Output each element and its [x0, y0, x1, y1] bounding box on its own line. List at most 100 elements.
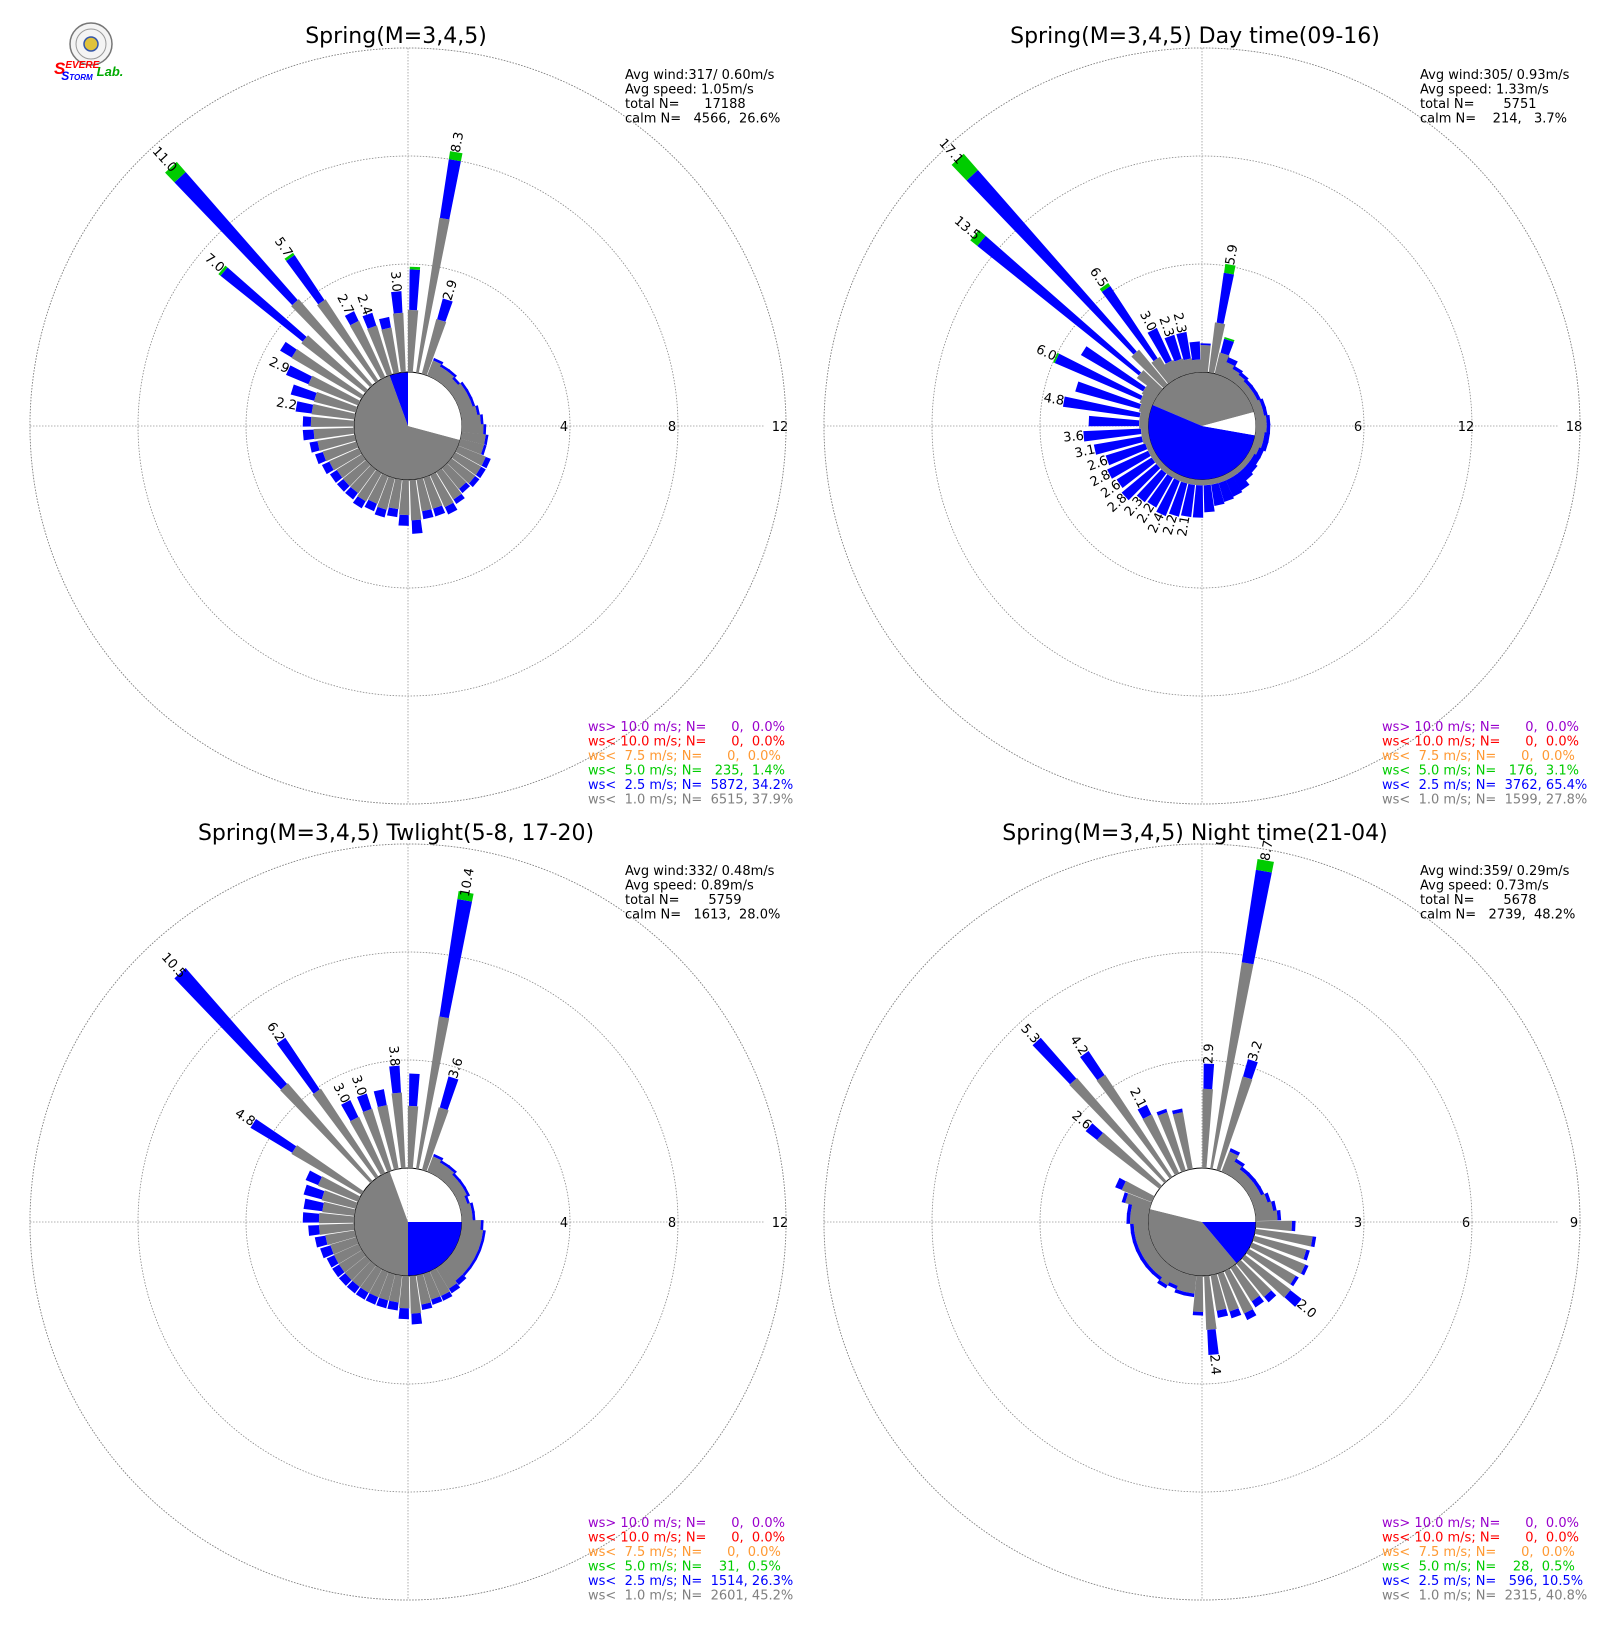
bar-segment	[1204, 1275, 1217, 1330]
bar-segment	[391, 1092, 406, 1169]
direction-bar	[416, 477, 434, 520]
direction-bar	[1224, 1268, 1257, 1321]
bar-segment	[441, 1259, 463, 1282]
bar-segment	[1080, 346, 1146, 392]
legend-entry: ws< 2.5 m/s; N= 3762, 65.4%	[1382, 778, 1587, 793]
bar-segment	[1262, 406, 1268, 418]
bar-segment	[452, 1172, 462, 1183]
direction-bar: 3.1	[1073, 433, 1151, 461]
logo-letters-torm: TORM	[69, 73, 93, 82]
bar-segment	[1255, 859, 1274, 873]
bar-segment	[484, 434, 489, 446]
ring-label: 18	[1566, 420, 1583, 435]
bar-segment	[1300, 1264, 1309, 1276]
bar-segment	[439, 1160, 450, 1168]
bar-segment	[423, 475, 443, 509]
bar-segment	[356, 1093, 372, 1113]
bar-segment	[469, 397, 476, 408]
bar-segment	[1054, 353, 1143, 400]
bar-segment	[416, 1016, 450, 1170]
bar-segment	[444, 1174, 460, 1189]
bar-segment	[1257, 1185, 1265, 1197]
direction-bar	[1221, 357, 1238, 379]
bar-segment	[1200, 343, 1211, 346]
legend-entry: ws< 5.0 m/s; N= 31, 0.5%	[588, 1560, 781, 1575]
bar-value-label: 2.2	[1161, 513, 1182, 537]
bar-segment	[451, 452, 482, 476]
bar-segment	[341, 1099, 359, 1122]
bar-segment	[1125, 1193, 1152, 1210]
ring-label: 8	[668, 420, 676, 435]
bar-segment	[362, 312, 377, 329]
bar-segment	[362, 1108, 392, 1173]
bar-segment	[1143, 1249, 1161, 1266]
bar-segment	[1210, 962, 1254, 1170]
direction-bar	[1145, 1255, 1166, 1275]
bar-segment	[1221, 362, 1236, 379]
bar-segment	[291, 1145, 364, 1195]
legend-entry: ws< 10.0 m/s; N= 0, 0.0%	[1382, 735, 1579, 750]
bar-segment	[291, 299, 373, 388]
bar-segment	[1266, 423, 1271, 435]
bar-segment	[444, 502, 458, 515]
bar-segment	[365, 1293, 379, 1305]
bar-segment	[1154, 1260, 1171, 1278]
bar-segment	[430, 472, 454, 508]
bar-segment	[1116, 457, 1156, 488]
bar-segment	[1157, 1279, 1168, 1289]
direction-bar	[1200, 343, 1211, 373]
bar-segment	[314, 1235, 328, 1248]
panel-title: Spring(M=3,4,5) Day time(09-16)	[1010, 24, 1380, 49]
bar-segment	[1224, 337, 1235, 342]
bar-segment	[302, 429, 315, 441]
bar-segment	[389, 1065, 401, 1094]
bar-segment	[1157, 1112, 1186, 1173]
bar-segment	[367, 473, 389, 504]
bar-segment	[421, 1107, 449, 1172]
bar-segment	[951, 153, 978, 181]
direction-bar: 3.0	[387, 271, 406, 373]
bar-segment	[1255, 415, 1267, 426]
direction-bar	[1253, 1200, 1277, 1215]
direction-bar: 2.1	[1175, 478, 1198, 538]
bar-segment	[1232, 365, 1244, 375]
bar-segment	[423, 1271, 441, 1300]
bar-segment	[388, 1274, 403, 1303]
stat-line: calm N= 214, 3.7%	[1420, 112, 1567, 127]
bar-segment	[1189, 341, 1201, 361]
bar-segment	[451, 1247, 475, 1267]
direction-bar	[1115, 1177, 1155, 1203]
bar-segment	[1226, 357, 1238, 367]
direction-bar	[409, 479, 423, 534]
bar-segment	[1135, 1249, 1144, 1260]
stat-line: Avg speed: 1.33m/s	[1420, 83, 1549, 98]
bar-segment	[1069, 1077, 1167, 1184]
bar-segment	[1310, 1236, 1317, 1248]
bar-segment	[1243, 1059, 1258, 1080]
direction-bar	[1254, 1228, 1317, 1248]
direction-bar	[446, 1253, 472, 1277]
ring-label: 12	[1458, 420, 1475, 435]
bar-segment	[364, 499, 377, 512]
bar-segment	[302, 416, 312, 427]
bar-segment	[461, 414, 481, 426]
bar-segment	[1159, 1265, 1177, 1286]
bar-segment	[1180, 483, 1196, 518]
direction-bar: 13.5	[951, 214, 1163, 395]
bar-value-label: 2.1	[1175, 515, 1193, 538]
bar-segment	[447, 458, 476, 484]
bar-segment	[355, 1287, 369, 1300]
stat-line: total N= 5678	[1420, 893, 1537, 908]
direction-bar	[444, 376, 462, 393]
direction-bar	[439, 369, 457, 388]
bar-segment	[1254, 1228, 1313, 1247]
ring-label: 6	[1462, 1216, 1470, 1231]
direction-bar	[398, 479, 410, 526]
bar-value-label: 2.6	[1086, 453, 1111, 474]
outer-ring	[823, 47, 1581, 805]
bar-segment	[1192, 1311, 1204, 1316]
bar-segment	[1147, 327, 1172, 364]
bar-segment	[461, 1211, 473, 1222]
direction-bar: 5.9	[1208, 243, 1241, 374]
direction-bar	[433, 1160, 450, 1179]
